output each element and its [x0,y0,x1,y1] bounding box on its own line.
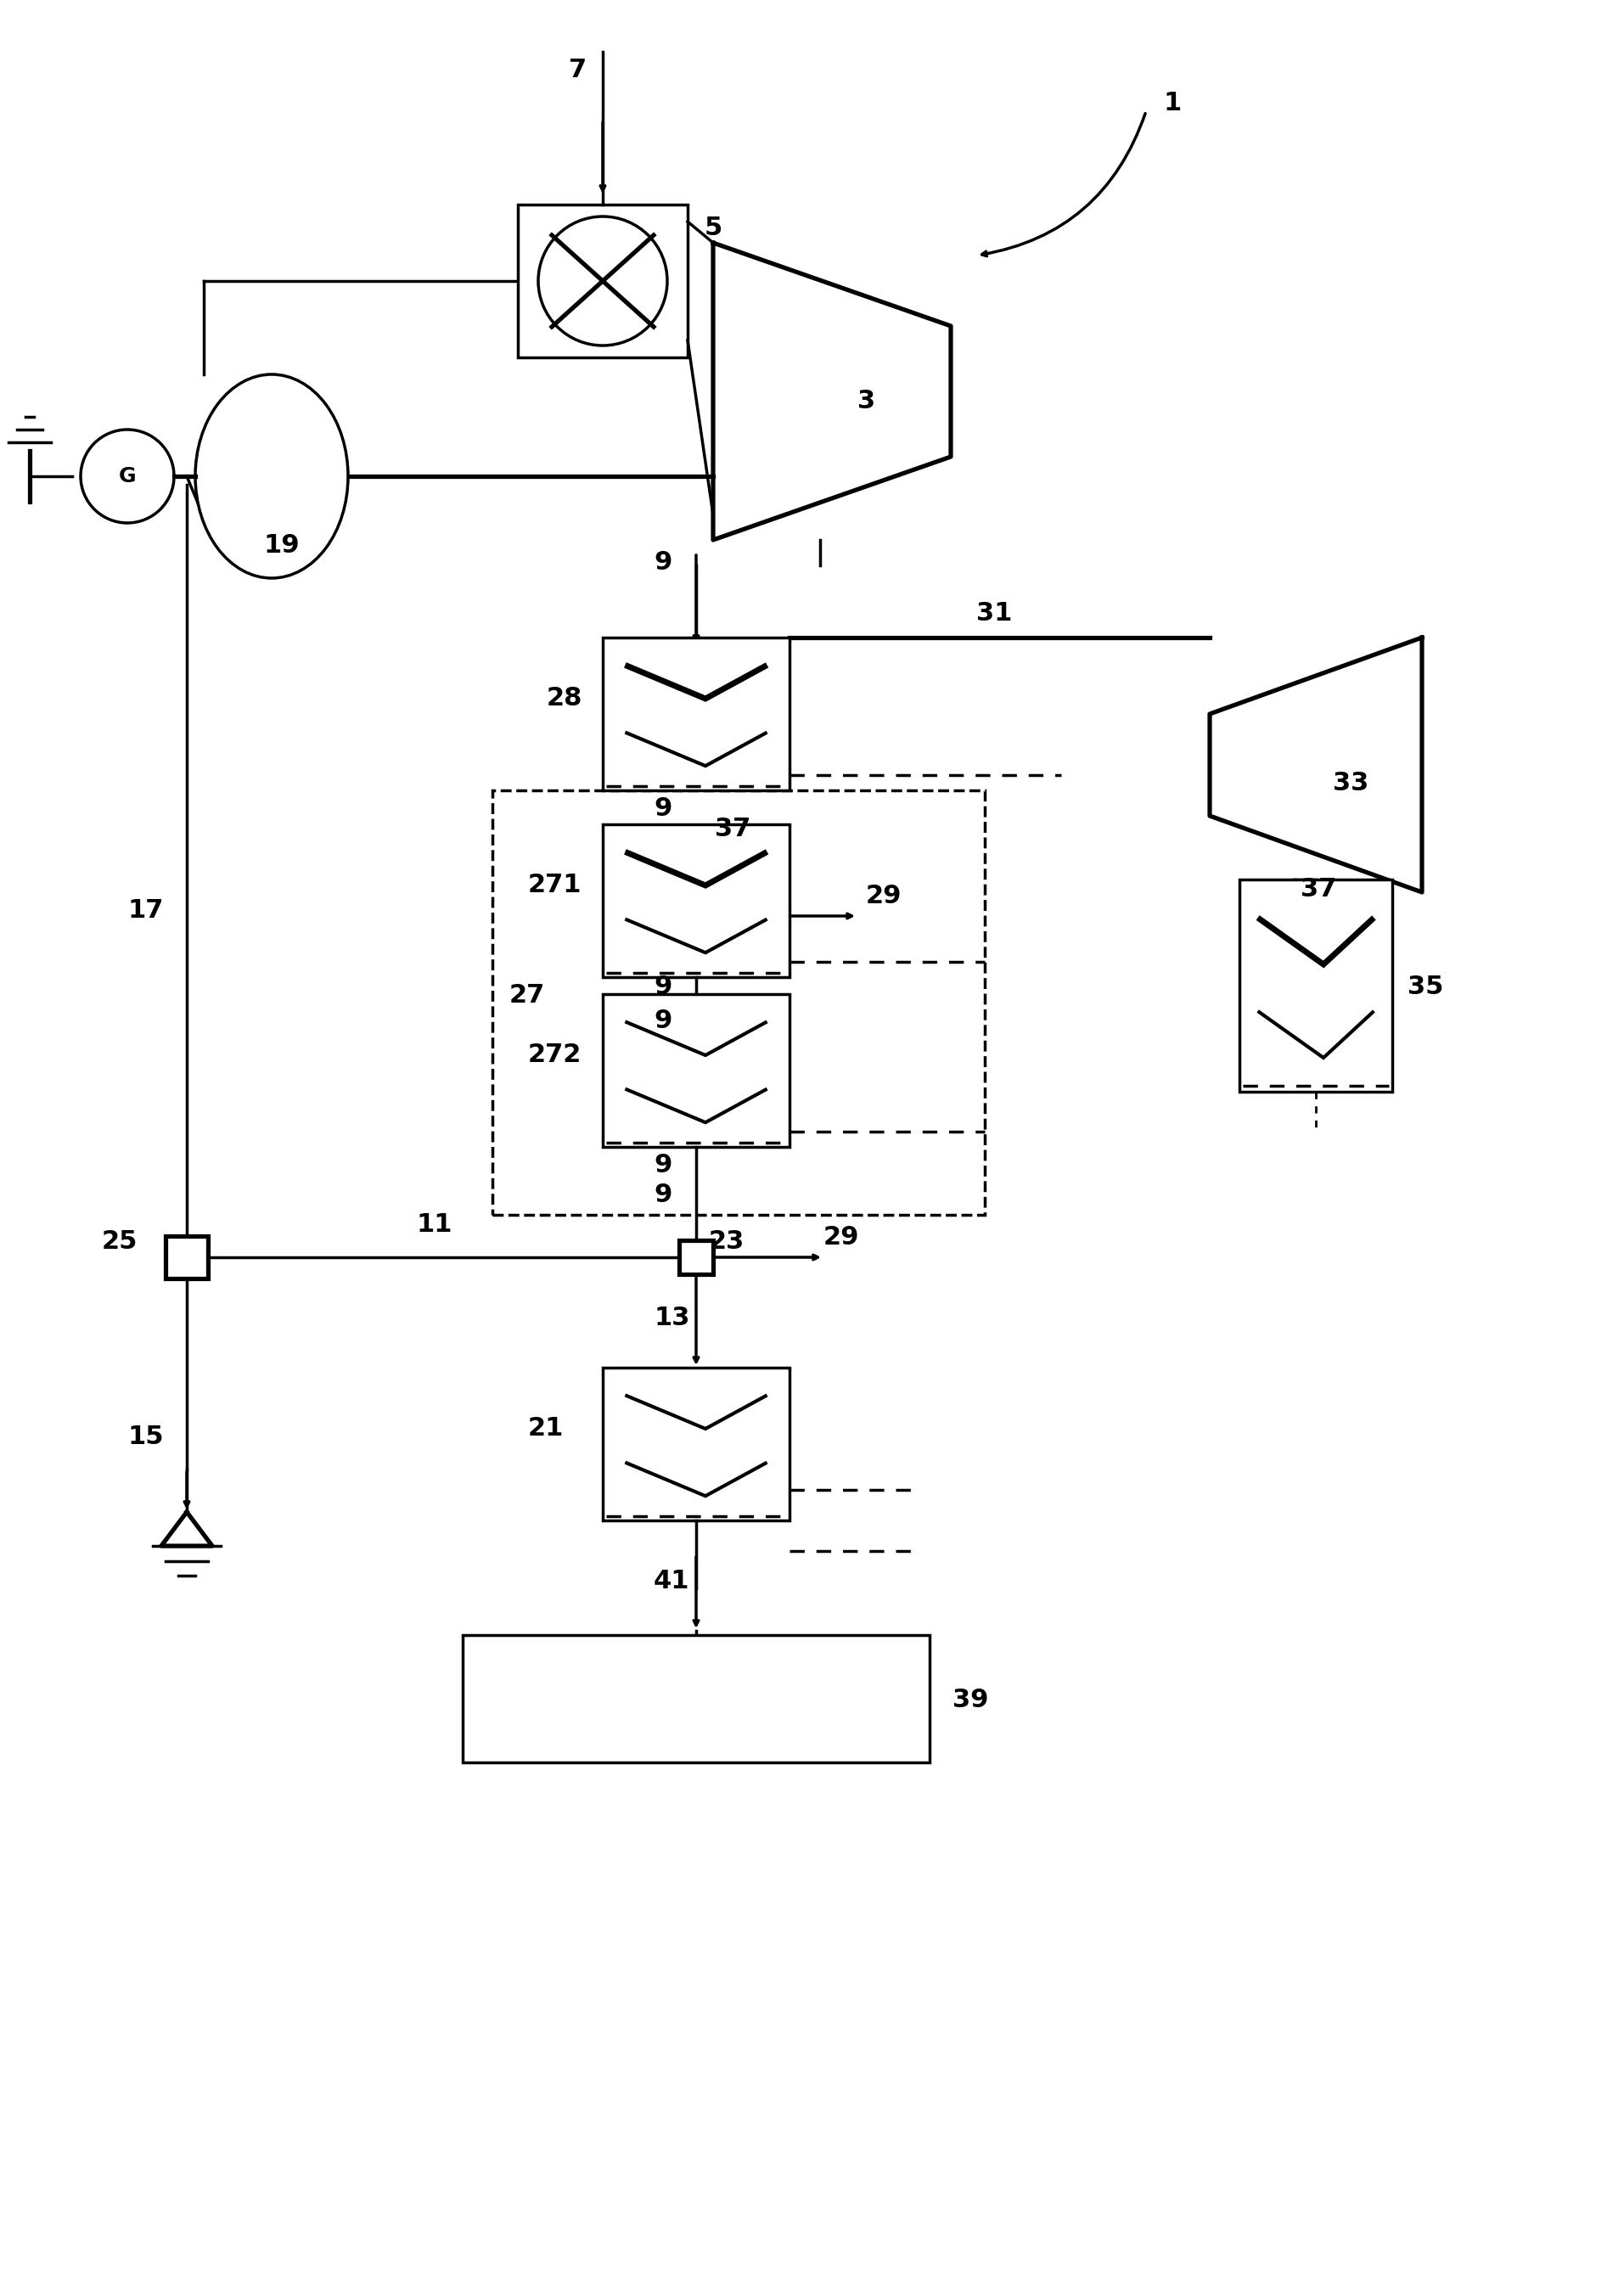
Text: 27: 27 [510,983,546,1008]
Text: G: G [119,467,136,487]
Text: 9: 9 [654,551,672,576]
Text: 9: 9 [654,797,672,822]
Circle shape [81,430,174,523]
Bar [166,1236,208,1279]
Text: 31: 31 [976,601,1012,626]
Text: 9: 9 [654,1008,672,1033]
Bar [1239,879,1392,1092]
Polygon shape [713,244,950,539]
Text: 21: 21 [528,1416,564,1441]
Text: 37: 37 [715,817,750,842]
Text: 28: 28 [547,685,583,710]
Text: 7: 7 [568,57,586,82]
Bar [603,824,789,976]
Text: 1: 1 [1163,91,1181,116]
Text: 9: 9 [654,1154,672,1177]
Text: 11: 11 [416,1213,451,1236]
Text: 15: 15 [127,1425,164,1450]
Text: 33: 33 [1333,772,1369,794]
Bar [603,1368,789,1520]
Text: 271: 271 [528,872,581,897]
Text: 37: 37 [1301,876,1337,901]
Ellipse shape [195,373,348,578]
Text: 272: 272 [528,1042,581,1067]
Text: 29: 29 [866,883,901,908]
Text: 29: 29 [823,1224,859,1250]
Bar [463,1634,929,1762]
Bar [603,995,789,1147]
Text: 3: 3 [857,389,875,414]
Text: 19: 19 [263,533,299,558]
Text: 35: 35 [1408,974,1444,999]
Text: 9: 9 [654,1184,672,1206]
Text: 9: 9 [654,974,672,999]
Text: 25: 25 [102,1229,138,1254]
Text: 41: 41 [654,1568,690,1593]
Text: 13: 13 [654,1306,690,1329]
Bar [518,205,687,357]
Bar [492,790,984,1215]
Bar [679,1240,713,1275]
Text: 17: 17 [127,899,164,922]
Text: 5: 5 [705,216,723,241]
Bar [603,637,789,790]
Text: 39: 39 [953,1689,989,1712]
Text: 23: 23 [708,1229,745,1254]
Polygon shape [1210,637,1423,892]
